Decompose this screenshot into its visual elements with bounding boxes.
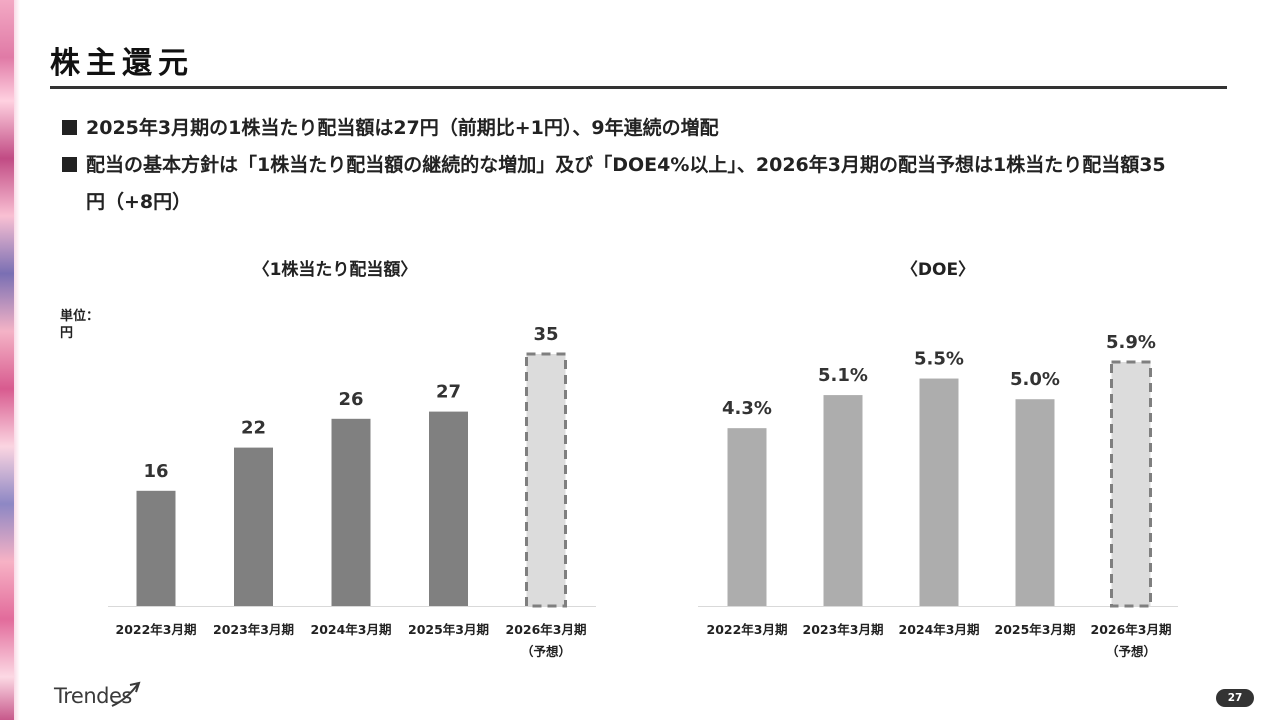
company-logo: Trendes [54,680,144,714]
page-title: 株主還元 [50,46,194,81]
dps-data-label: 22 [241,418,266,439]
doe-bar [1015,399,1055,606]
doe-data-label: 5.0% [1010,369,1060,390]
page-number: 27 [1216,689,1254,707]
dps-category-label: 2025年3月期 [408,622,489,637]
dps-bar-forecast [525,352,567,608]
dps-category-label: 2023年3月期 [213,622,294,637]
bullet-square-icon [62,120,77,135]
dps-data-label: 26 [338,389,363,410]
title-divider [50,86,1227,89]
dps-bar [136,490,176,606]
dps-bar [331,418,371,606]
bullet-text: 2025年3月期の1株当たり配当額は27円（前期比+1円）、9年連続の増配 [86,117,719,139]
unit-label: 単位： 円 [60,309,100,341]
dps-category-label: 2024年3月期 [311,622,392,637]
bullet-list: 2025年3月期の1株当たり配当額は27円（前期比+1円）、9年連続の増配 配当… [62,110,1222,221]
doe-bar-forecast [1110,360,1152,608]
decorative-edge-strip [0,0,20,720]
doe-category-label: 2022年3月期 [707,622,788,637]
bullet-item: 配当の基本方針は「1株当たり配当額の継続的な増加」及び「DOE4%以上」、202… [62,147,1182,221]
doe-category-label: 2026年3月期 [1091,622,1172,637]
dps-data-label: 27 [436,382,461,403]
doe-category-note: （予想） [1106,644,1156,659]
arrow-swoosh-icon [111,681,141,707]
doe-data-label: 5.9% [1106,332,1156,353]
dps-data-label: 35 [533,324,558,345]
doe-chart-title: 〈DOE〉 [900,260,976,280]
doe-bar [919,378,959,606]
dps-category-note: （予想） [521,644,571,659]
doe-data-label: 4.3% [722,398,772,419]
dps-category-label: 2022年3月期 [116,622,197,637]
doe-category-label: 2024年3月期 [899,622,980,637]
dps-chart-title: 〈1株当たり配当額〉 [252,260,418,280]
dps-category-label: 2026年3月期 [506,622,587,637]
doe-category-label: 2025年3月期 [995,622,1076,637]
bullet-square-icon [62,157,77,172]
doe-category-label: 2023年3月期 [803,622,884,637]
doe-data-label: 5.5% [914,349,964,370]
dps-data-label: 16 [143,461,168,482]
dps-bar [429,411,468,606]
doe-bar [727,428,767,606]
logo-wordmark: Trendes [54,684,132,708]
doe-bar [823,395,863,606]
doe-data-label: 5.1% [818,365,868,386]
dps-bar [234,447,273,606]
bullet-item: 2025年3月期の1株当たり配当額は27円（前期比+1円）、9年連続の増配 [62,110,1222,147]
bullet-text: 配当の基本方針は「1株当たり配当額の継続的な増加」及び「DOE4%以上」、202… [86,154,1166,213]
